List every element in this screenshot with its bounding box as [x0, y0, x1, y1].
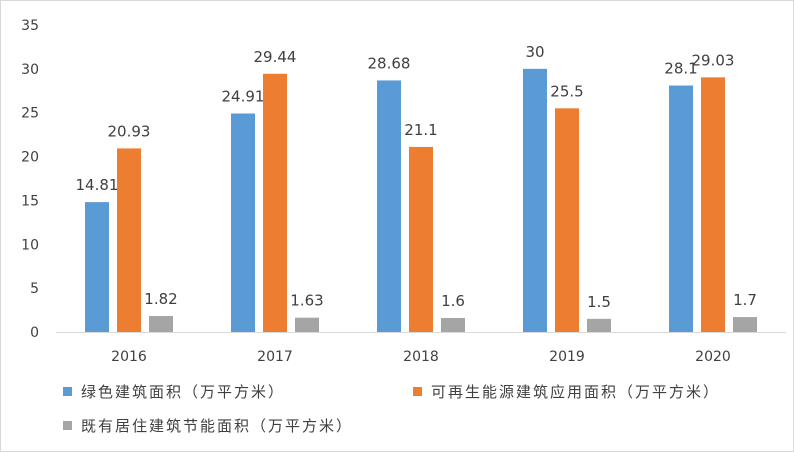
- data-label: 25.5: [550, 82, 583, 100]
- y-tick-label: 0: [30, 325, 39, 341]
- data-label: 28.68: [368, 54, 411, 72]
- data-label: 14.81: [76, 176, 119, 194]
- y-tick-label: 25: [21, 106, 39, 122]
- bar-chart: 0 5 10 15 20 25 30 35 14.81 20.93 1.82 2016 24.91 29.…: [21, 18, 786, 365]
- x-tick-label: 2018: [403, 349, 439, 365]
- legend-label: 绿色建筑面积（万平方米）: [81, 383, 286, 401]
- data-label: 1.6: [441, 292, 465, 310]
- y-tick-label: 5: [30, 281, 39, 297]
- bar: [377, 80, 401, 332]
- legend-item: 既有居住建筑节能面积（万平方米）: [63, 415, 353, 436]
- data-label: 24.91: [222, 88, 265, 106]
- data-label: 1.82: [144, 290, 177, 308]
- bar: [231, 113, 255, 332]
- x-tick-label: 2020: [695, 349, 731, 365]
- bar: [85, 202, 109, 332]
- bar: [669, 85, 693, 332]
- legend-swatch: [63, 387, 72, 396]
- bar: [409, 146, 433, 332]
- bar: [587, 318, 611, 332]
- data-label: 30: [525, 43, 544, 61]
- data-label: 20.93: [108, 122, 151, 140]
- legend-swatch: [63, 421, 72, 430]
- x-tick-label: 2017: [257, 349, 293, 365]
- bar: [523, 68, 547, 332]
- y-tick-label: 20: [21, 150, 39, 166]
- y-tick-label: 10: [21, 237, 39, 253]
- y-tick-label: 30: [21, 62, 39, 78]
- legend-swatch: [413, 387, 422, 396]
- bar: [733, 317, 757, 332]
- x-tick-label: 2019: [549, 349, 585, 365]
- bar: [701, 77, 725, 333]
- x-tick-label: 2016: [111, 349, 147, 365]
- bar: [441, 317, 465, 332]
- bar: [117, 148, 141, 332]
- data-label: 29.44: [254, 48, 297, 66]
- bar: [263, 73, 287, 333]
- bar: [295, 317, 319, 332]
- data-label: 1.7: [733, 291, 757, 309]
- legend-item: 可再生能源建筑应用面积（万平方米）: [413, 381, 720, 402]
- bar: [555, 108, 579, 332]
- data-label: 28.1: [664, 60, 697, 78]
- bar: [149, 316, 173, 332]
- y-tick-label: 15: [21, 193, 39, 209]
- data-label: 1.5: [587, 293, 611, 311]
- data-label: 1.63: [290, 292, 323, 310]
- y-tick-label: 35: [21, 18, 39, 34]
- data-label: 29.03: [692, 51, 735, 69]
- legend-item: 绿色建筑面积（万平方米）: [63, 381, 285, 402]
- legend-label: 可再生能源建筑应用面积（万平方米）: [431, 383, 721, 401]
- data-label: 21.1: [404, 121, 437, 139]
- legend-label: 既有居住建筑节能面积（万平方米）: [81, 417, 354, 435]
